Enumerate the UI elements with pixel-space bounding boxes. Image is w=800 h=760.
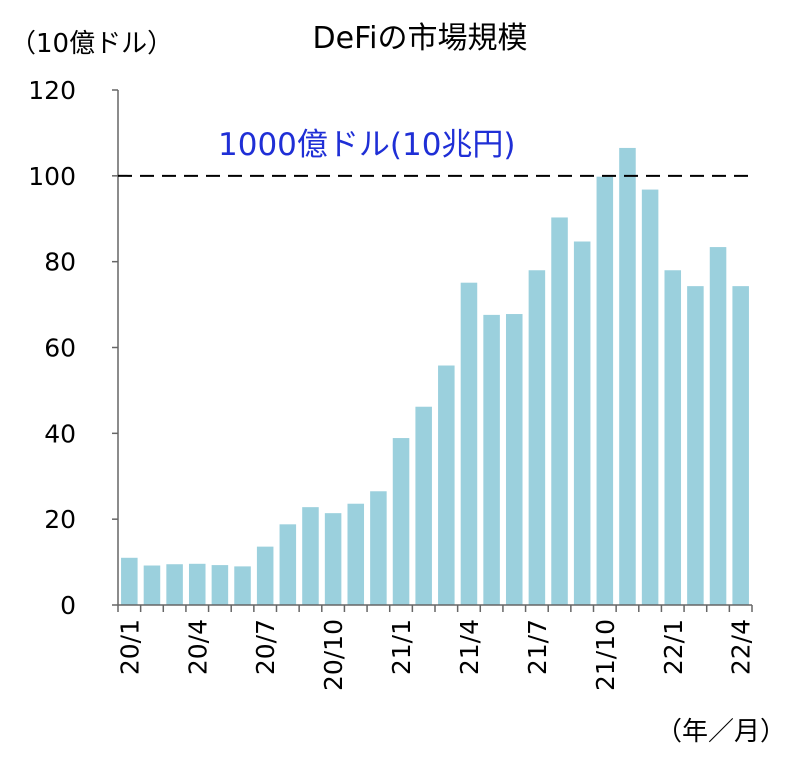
bar-22-2 — [687, 286, 704, 605]
bar-21-4 — [460, 282, 478, 605]
bar-20-4 — [188, 563, 206, 605]
x-tick-label: 20/1 — [115, 619, 144, 675]
bar-20-10 — [324, 513, 342, 605]
x-axis: 20/1 20/4 20/7 20/10 21/1 21/4 21/7 21/10 22/1 22… — [115, 604, 756, 691]
bar-20-3 — [166, 564, 183, 605]
x-axis-unit-label: （年／月） — [656, 717, 786, 747]
bar-21-3 — [438, 365, 455, 605]
bar-20-5 — [211, 565, 229, 605]
bar-21-5 — [483, 314, 500, 605]
bar-21-10 — [596, 176, 614, 605]
y-tick-label: 0 — [60, 591, 76, 620]
y-tick-label: 120 — [28, 76, 76, 105]
x-tick-label: 20/4 — [183, 619, 212, 675]
y-tick-label: 40 — [44, 419, 76, 448]
bar-20-1 — [121, 557, 138, 605]
bar-21-6 — [505, 314, 523, 605]
bar-20-6 — [234, 566, 251, 606]
bar-20-7 — [256, 546, 274, 605]
reference-line-label: 1000億ドル(10兆円) — [218, 127, 516, 163]
bar-22-4 — [732, 286, 749, 605]
bar-21-7 — [528, 270, 546, 605]
bar-20-8 — [279, 524, 297, 605]
bar-22-3 — [709, 247, 727, 605]
bar-20-12 — [370, 491, 387, 605]
bar-20-11 — [347, 503, 365, 605]
y-tick-label: 20 — [44, 505, 76, 534]
x-tick-label: 22/4 — [727, 619, 756, 675]
bar-21-11 — [619, 147, 636, 605]
x-tick-label: 20/7 — [251, 619, 280, 675]
bar-21-12 — [641, 189, 659, 605]
bar-21-8 — [551, 217, 568, 605]
x-tick-label: 21/4 — [455, 619, 484, 675]
bar-20-2 — [143, 565, 161, 605]
y-tick-label: 60 — [44, 334, 76, 363]
bar-22-1 — [664, 270, 682, 605]
x-tick-label: 21/10 — [591, 619, 620, 691]
y-tick-label: 100 — [28, 162, 76, 191]
chart-title: DeFiの市場規模 — [313, 21, 528, 56]
y-tick-label: 80 — [44, 248, 76, 277]
x-tick-label: 21/1 — [387, 619, 416, 675]
x-tick-label: 20/10 — [319, 619, 348, 691]
bars — [121, 147, 749, 606]
bar-21-1 — [392, 438, 410, 605]
x-tick-label: 21/7 — [523, 619, 552, 675]
y-axis: 0 20 40 60 80 100 120 — [28, 76, 119, 620]
bar-20-9 — [302, 507, 319, 605]
bar-21-9 — [573, 241, 591, 605]
x-tick-label: 22/1 — [659, 619, 688, 675]
bar-21-2 — [415, 406, 432, 605]
reference-line-group: 1000億ドル(10兆円) — [118, 127, 752, 177]
y-axis-unit-label: （10億ドル） — [10, 29, 173, 59]
